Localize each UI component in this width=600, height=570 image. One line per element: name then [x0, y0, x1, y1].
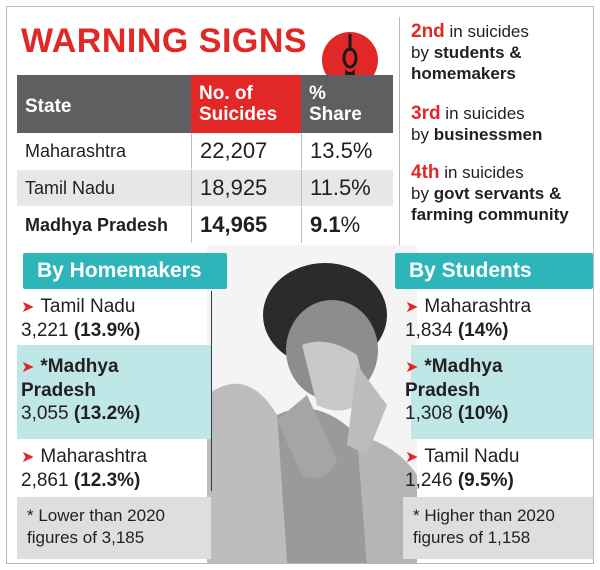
item-name: *Madhya [40, 356, 119, 377]
row-suicides: 18,925 [191, 170, 301, 206]
homemakers-item: ➤ *Madhya Pradesh 3,055 (13.2%) [21, 355, 140, 425]
ranking-item: 3rd in suicides by businessmen [411, 103, 542, 145]
ranking-category-cont: farming community [411, 205, 569, 224]
note-line: figures of 1,158 [413, 528, 531, 547]
ranking-ordinal: 3rd [411, 103, 441, 124]
homemakers-item: ➤ Tamil Nadu 3,221 (13.9%) [21, 295, 140, 342]
item-pct: (9.5%) [457, 470, 514, 491]
ranking-item: 2nd in suicides by students & homemakers [411, 21, 529, 84]
table-row: Madhya Pradesh 14,965 9.1% [17, 207, 393, 244]
suicides-table: State No. of Suicides % Share Maharashtra … [17, 75, 393, 244]
note-line: * Lower than 2020 [27, 506, 165, 525]
ranking-text: in suicides [444, 22, 529, 41]
red-arrow-icon: ➤ [21, 359, 35, 376]
item-name: Tamil Nadu [424, 446, 520, 467]
students-item: ➤ Maharashtra 1,834 (14%) [405, 295, 531, 342]
red-arrow-icon: ➤ [21, 299, 35, 316]
students-highlight [411, 345, 593, 439]
ranking-text: in suicides [439, 163, 524, 182]
item-pct: (10%) [457, 403, 509, 424]
row-share: 11.5% [301, 170, 393, 206]
row-state: Maharashtra [25, 140, 127, 161]
homemakers-highlight [17, 345, 211, 439]
row-share: 13.5% [301, 133, 393, 169]
row-suicides: 14,965 [191, 207, 301, 243]
row-share-symbol: % [340, 212, 361, 237]
ranking-category: govt servants & [433, 184, 562, 203]
ranking-category: businessmen [433, 125, 543, 144]
table-row: Maharashtra 22,207 13.5% [17, 133, 393, 170]
header-suicides: No. of Suicides [191, 75, 301, 133]
column-divider [399, 17, 400, 245]
header-suicides-line1: No. of [199, 83, 253, 104]
row-state: Madhya Pradesh [25, 214, 169, 235]
item-name: Maharashtra [40, 446, 148, 467]
ranking-text: in suicides [440, 104, 525, 123]
infographic: WARNING SIGNS State No. of Suicides % Shar… [6, 6, 594, 564]
row-suicides: 22,207 [191, 133, 301, 169]
ranking-by: by [411, 125, 434, 144]
item-count: 3,221 [21, 320, 69, 341]
header-suicides-line2: Suicides [199, 104, 278, 125]
item-count: 1,834 [405, 320, 453, 341]
item-name-cont: Pradesh [405, 380, 480, 401]
header-share: % Share [301, 75, 393, 133]
header-share-line1: % [309, 83, 326, 104]
item-count: 2,861 [21, 470, 69, 491]
item-name: Tamil Nadu [40, 296, 136, 317]
header-share-line2: Share [309, 104, 362, 125]
item-count: 1,308 [405, 403, 453, 424]
students-item: ➤ Tamil Nadu 1,246 (9.5%) [405, 445, 519, 492]
item-name: Maharashtra [424, 296, 532, 317]
distressed-person-illustration [207, 245, 417, 563]
homemakers-item: ➤ Maharashtra 2,861 (12.3%) [21, 445, 147, 492]
ranking-ordinal: 2nd [411, 21, 445, 42]
item-pct: (14%) [457, 320, 509, 341]
item-name: *Madhya [424, 356, 503, 377]
item-pct: (12.3%) [73, 470, 141, 491]
red-arrow-icon: ➤ [21, 449, 35, 466]
item-name-cont: Pradesh [21, 380, 96, 401]
header-state: State [17, 75, 191, 133]
note-line: figures of 3,185 [27, 528, 145, 547]
item-pct: (13.2%) [73, 403, 141, 424]
students-panel-title: By Students [395, 253, 593, 289]
ranking-ordinal: 4th [411, 162, 440, 183]
red-arrow-icon: ➤ [405, 449, 419, 466]
students-note: * Higher than 2020 figures of 1,158 [403, 497, 593, 559]
red-arrow-icon: ➤ [405, 299, 419, 316]
students-item: ➤ *Madhya Pradesh 1,308 (10%) [405, 355, 509, 425]
headline: WARNING SIGNS [21, 22, 308, 60]
row-share: 9.1% [301, 207, 393, 243]
red-arrow-icon: ➤ [405, 359, 419, 376]
note-line: * Higher than 2020 [413, 506, 555, 525]
table-row: Tamil Nadu 18,925 11.5% [17, 170, 393, 207]
ranking-category: students & [433, 43, 522, 62]
item-pct: (13.9%) [73, 320, 141, 341]
ranking-by: by [411, 184, 434, 203]
table-header: State No. of Suicides % Share [17, 75, 393, 133]
ranking-by: by [411, 43, 434, 62]
item-count: 1,246 [405, 470, 453, 491]
ranking-item: 4th in suicides by govt servants & farmi… [411, 162, 569, 225]
row-state: Tamil Nadu [25, 177, 116, 198]
row-share-value: 9.1 [310, 212, 341, 237]
item-count: 3,055 [21, 403, 69, 424]
ranking-category-cont: homemakers [411, 64, 516, 83]
homemakers-note: * Lower than 2020 figures of 3,185 [17, 497, 211, 559]
panel-divider [211, 291, 212, 491]
homemakers-panel-title: By Homemakers [23, 253, 227, 289]
